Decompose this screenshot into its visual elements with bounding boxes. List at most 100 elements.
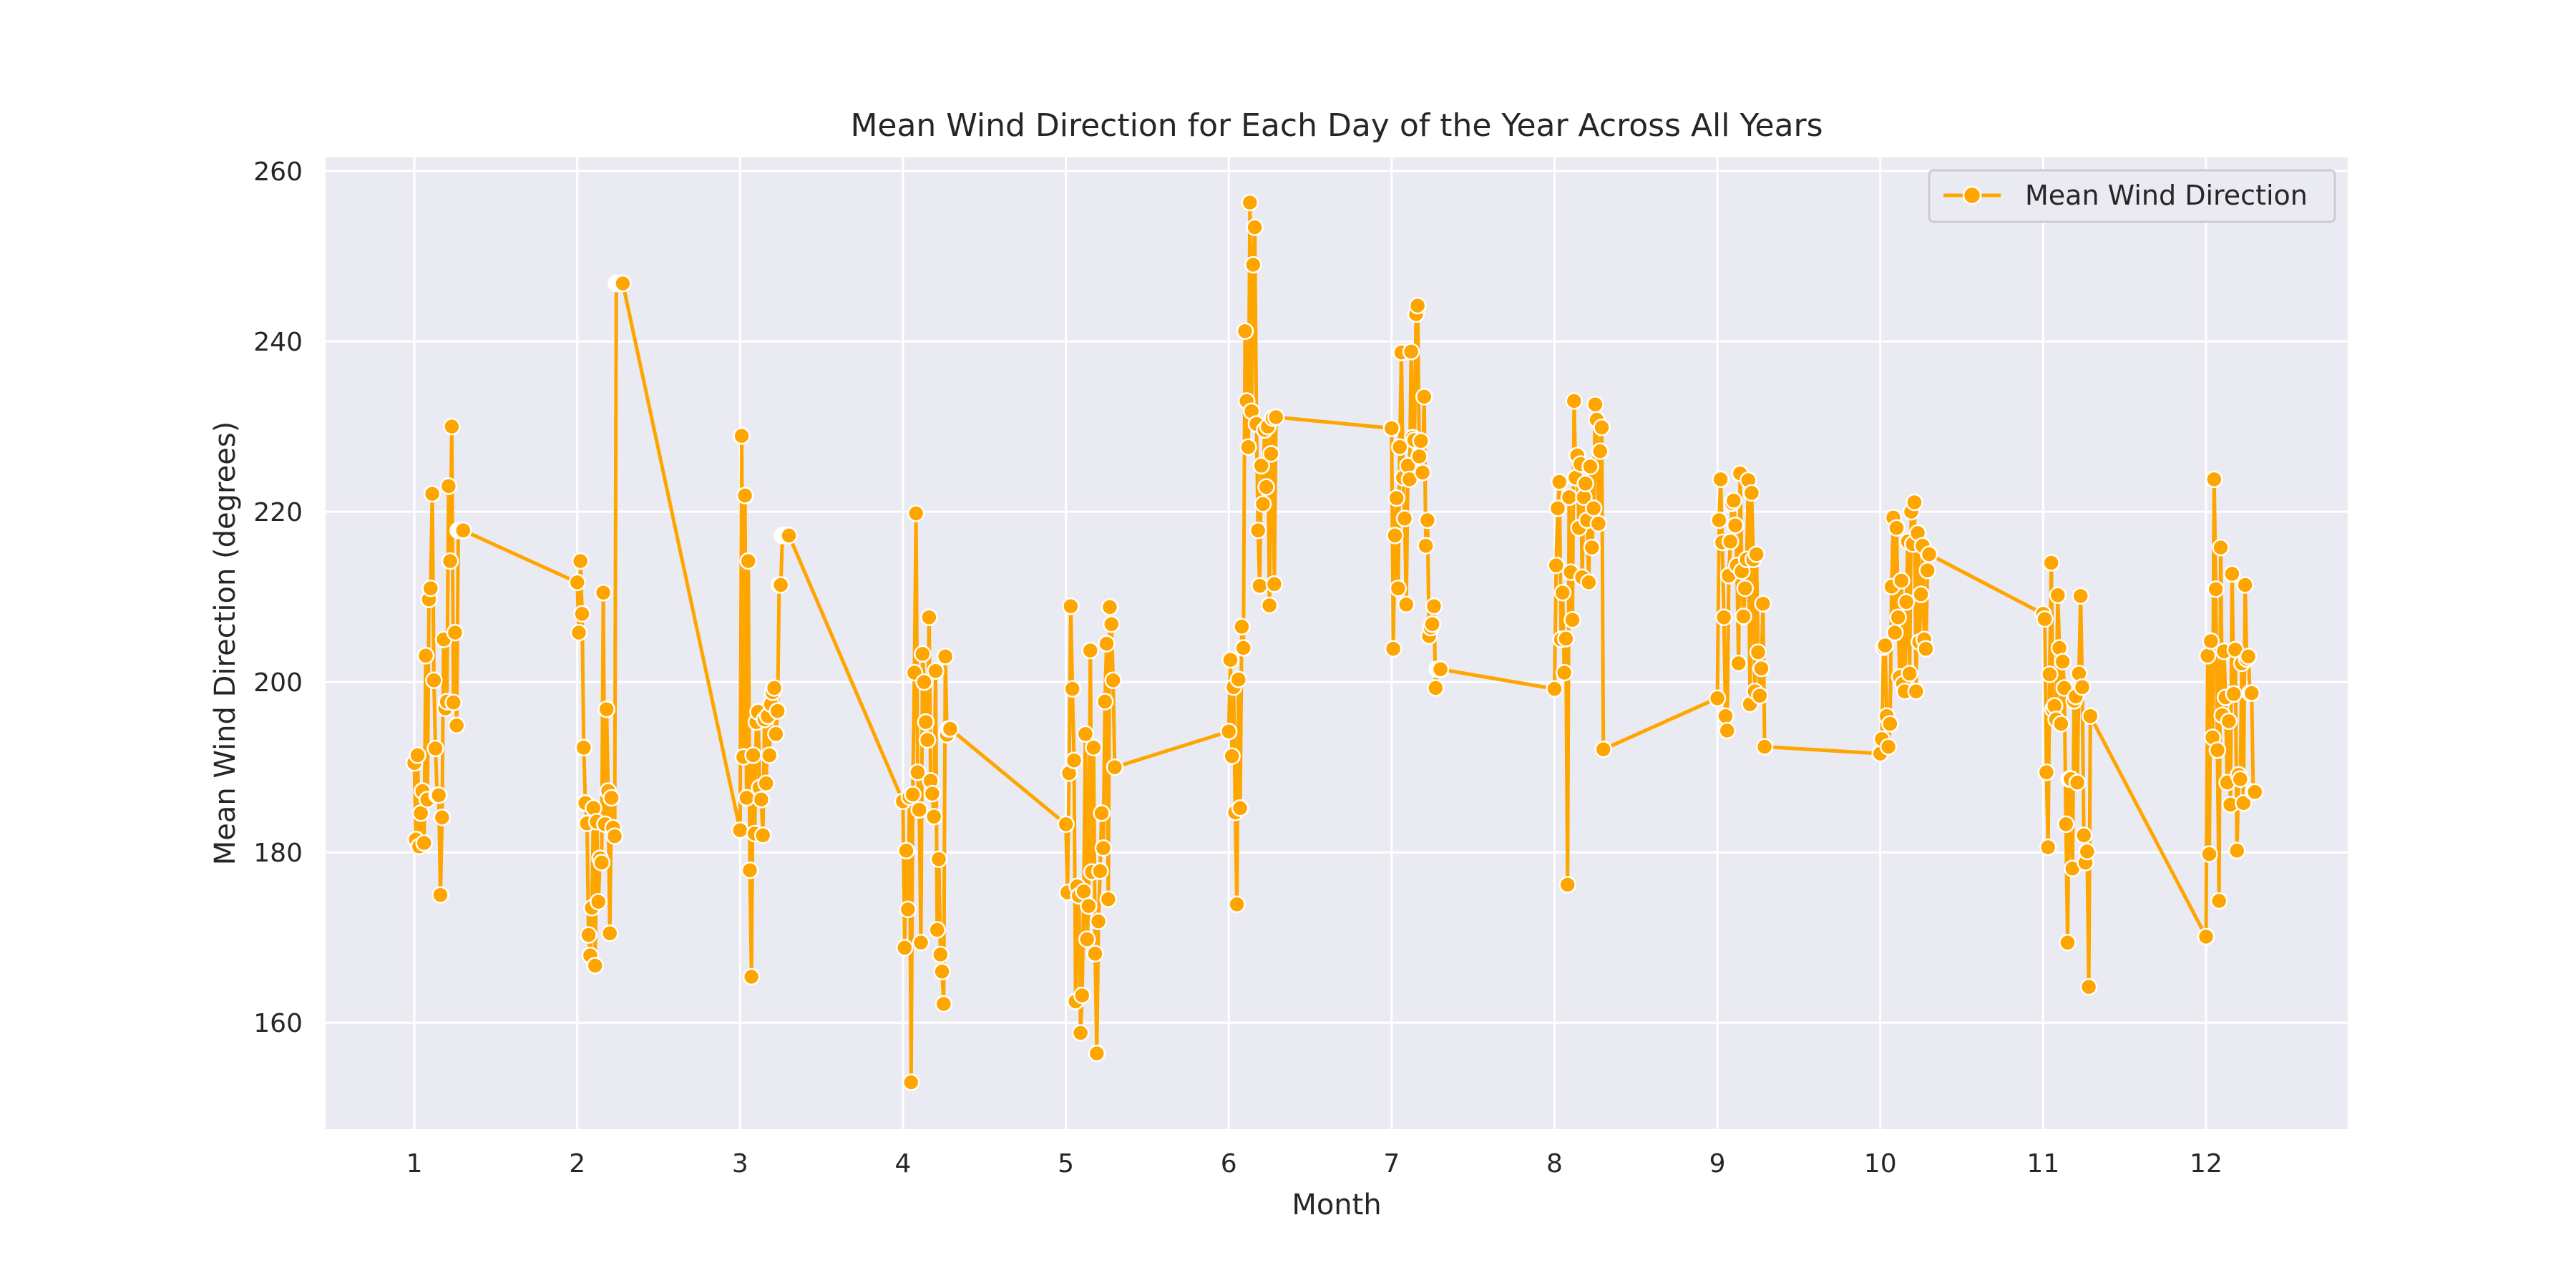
data-point[interactable] bbox=[416, 647, 435, 665]
data-point[interactable] bbox=[767, 725, 785, 743]
data-point[interactable] bbox=[1265, 575, 1284, 593]
data-point[interactable] bbox=[1397, 595, 1415, 614]
data-point[interactable] bbox=[1581, 457, 1599, 476]
data-point[interactable] bbox=[1418, 511, 1437, 530]
data-point[interactable] bbox=[1078, 930, 1096, 948]
data-point[interactable] bbox=[594, 583, 613, 602]
data-point[interactable] bbox=[1219, 722, 1238, 741]
data-point[interactable] bbox=[2231, 770, 2250, 789]
data-point[interactable] bbox=[2059, 934, 2077, 952]
data-point[interactable] bbox=[2039, 838, 2057, 857]
data-point[interactable] bbox=[2054, 653, 2072, 670]
data-point[interactable] bbox=[1073, 986, 1091, 1005]
data-point[interactable] bbox=[933, 962, 951, 981]
data-point[interactable] bbox=[904, 786, 922, 804]
data-point[interactable] bbox=[1101, 598, 1119, 616]
data-point[interactable] bbox=[1586, 395, 1604, 414]
data-point[interactable] bbox=[738, 789, 756, 807]
data-point[interactable] bbox=[1104, 671, 1122, 690]
data-point[interactable] bbox=[1382, 419, 1401, 437]
data-point[interactable] bbox=[744, 746, 762, 764]
data-point[interactable] bbox=[1410, 447, 1428, 466]
data-point[interactable] bbox=[1088, 1044, 1106, 1063]
data-point[interactable] bbox=[425, 671, 443, 690]
data-point[interactable] bbox=[1387, 489, 1405, 507]
data-point[interactable] bbox=[1712, 470, 1729, 489]
data-point[interactable] bbox=[1917, 640, 1935, 658]
data-point[interactable] bbox=[1081, 641, 1099, 660]
data-point[interactable] bbox=[421, 579, 440, 597]
data-point[interactable] bbox=[1724, 492, 1743, 509]
data-point[interactable] bbox=[897, 841, 915, 860]
data-point[interactable] bbox=[1714, 608, 1733, 626]
data-point[interactable] bbox=[1099, 890, 1118, 908]
data-point[interactable] bbox=[1920, 545, 1938, 563]
data-point[interactable] bbox=[1408, 296, 1427, 315]
data-point[interactable] bbox=[1755, 738, 1774, 756]
data-point[interactable] bbox=[895, 939, 914, 957]
data-point[interactable] bbox=[1065, 751, 1083, 769]
data-point[interactable] bbox=[2223, 565, 2241, 583]
data-point[interactable] bbox=[780, 527, 798, 545]
data-point[interactable] bbox=[914, 645, 932, 663]
data-point[interactable] bbox=[1736, 579, 1755, 597]
data-point[interactable] bbox=[1103, 615, 1121, 633]
data-point[interactable] bbox=[1386, 527, 1404, 545]
data-point[interactable] bbox=[1548, 499, 1567, 517]
data-point[interactable] bbox=[2235, 794, 2253, 812]
data-point[interactable] bbox=[936, 648, 955, 665]
data-point[interactable] bbox=[1080, 897, 1098, 915]
data-point[interactable] bbox=[1257, 478, 1275, 496]
data-point[interactable] bbox=[932, 945, 950, 964]
data-point[interactable] bbox=[1580, 573, 1598, 592]
data-point[interactable] bbox=[454, 522, 472, 540]
data-point[interactable] bbox=[444, 693, 462, 711]
data-point[interactable] bbox=[1742, 484, 1761, 502]
data-point[interactable] bbox=[1735, 608, 1752, 625]
data-point[interactable] bbox=[2082, 707, 2099, 726]
data-point[interactable] bbox=[1754, 595, 1772, 613]
data-point[interactable] bbox=[1425, 597, 1443, 615]
data-point[interactable] bbox=[1417, 537, 1435, 555]
data-point[interactable] bbox=[1423, 615, 1441, 633]
data-point[interactable] bbox=[765, 679, 784, 697]
data-point[interactable] bbox=[1593, 419, 1611, 436]
data-point[interactable] bbox=[2041, 665, 2059, 683]
data-point[interactable] bbox=[1431, 660, 1450, 678]
data-point[interactable] bbox=[920, 608, 938, 626]
data-point[interactable] bbox=[1747, 545, 1765, 563]
data-point[interactable] bbox=[614, 274, 632, 293]
data-point[interactable] bbox=[928, 921, 946, 939]
data-point[interactable] bbox=[924, 807, 943, 826]
data-point[interactable] bbox=[2052, 715, 2070, 733]
data-point[interactable] bbox=[1906, 493, 1923, 512]
data-point[interactable] bbox=[1553, 583, 1572, 602]
data-point[interactable] bbox=[1089, 912, 1108, 930]
data-point[interactable] bbox=[1093, 804, 1111, 822]
data-point[interactable] bbox=[2228, 841, 2246, 860]
data-point[interactable] bbox=[1106, 758, 1124, 776]
data-point[interactable] bbox=[1228, 895, 1246, 914]
data-point[interactable] bbox=[2074, 826, 2093, 844]
data-point[interactable] bbox=[2200, 845, 2218, 863]
data-point[interactable] bbox=[2236, 576, 2254, 594]
data-point[interactable] bbox=[1412, 432, 1430, 450]
data-point[interactable] bbox=[1234, 639, 1252, 657]
data-point[interactable] bbox=[1057, 815, 1075, 834]
data-point[interactable] bbox=[1565, 392, 1584, 410]
data-point[interactable] bbox=[590, 892, 608, 911]
data-point[interactable] bbox=[1551, 473, 1568, 491]
data-point[interactable] bbox=[930, 850, 948, 868]
data-point[interactable] bbox=[1901, 665, 1918, 683]
data-point[interactable] bbox=[1584, 499, 1603, 517]
data-point[interactable] bbox=[602, 789, 620, 807]
data-point[interactable] bbox=[1708, 689, 1727, 708]
data-point[interactable] bbox=[415, 834, 433, 852]
data-point[interactable] bbox=[2197, 927, 2215, 946]
data-point[interactable] bbox=[736, 487, 754, 504]
data-point[interactable] bbox=[2068, 774, 2087, 791]
data-point[interactable] bbox=[1389, 579, 1407, 597]
data-point[interactable] bbox=[1752, 659, 1770, 678]
legend[interactable]: Mean Wind Direction bbox=[1928, 169, 2336, 223]
data-point[interactable] bbox=[910, 801, 928, 819]
